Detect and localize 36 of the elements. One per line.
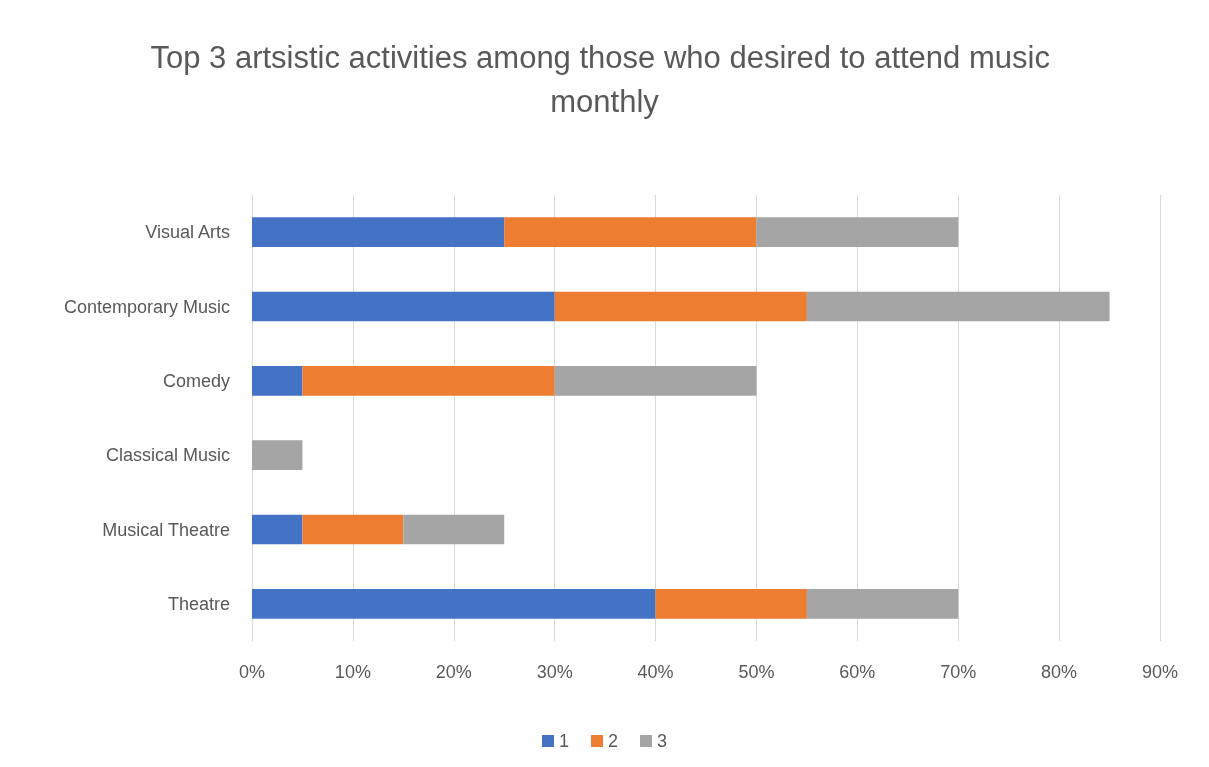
x-tick-label: 10%	[334, 662, 371, 682]
bar	[252, 440, 303, 471]
bar	[252, 217, 505, 248]
bar	[806, 291, 1110, 322]
x-tick-label: 20%	[435, 662, 472, 682]
y-tick-label: Comedy	[162, 370, 230, 391]
y-tick-label: Musical Theatre	[102, 519, 230, 540]
chart-title: Top 3 artsistic activities among those who desired to attend music monthly	[150, 39, 1059, 119]
x-tick-label: 60%	[839, 662, 876, 682]
bar	[655, 588, 807, 619]
y-tick-label: Theatre	[167, 593, 230, 614]
bar	[554, 365, 757, 396]
bar	[252, 291, 555, 322]
bar	[554, 291, 807, 322]
legend-label: 1	[558, 731, 569, 751]
x-tick-label: 0%	[238, 662, 266, 682]
bar	[302, 514, 404, 545]
x-tick-label: 70%	[940, 662, 977, 682]
bar	[806, 588, 959, 619]
y-tick-label: Visual Arts	[145, 222, 230, 243]
x-tick-label: 50%	[738, 662, 775, 682]
x-tick-label: 30%	[536, 662, 573, 682]
bar	[302, 365, 555, 396]
bar	[756, 217, 959, 248]
bar	[252, 588, 656, 619]
bar	[504, 217, 757, 248]
x-tick-label: 40%	[637, 662, 674, 682]
bar	[252, 514, 303, 545]
bar	[252, 365, 303, 396]
legend-label: 3	[657, 731, 668, 751]
y-tick-label: Contemporary Music	[63, 296, 230, 317]
x-tick-label: 80%	[1041, 662, 1078, 682]
legend-label: 2	[607, 731, 619, 751]
y-tick-label: Classical Music	[105, 445, 230, 466]
bar	[403, 514, 505, 545]
x-tick-label: 90%	[1141, 662, 1179, 682]
